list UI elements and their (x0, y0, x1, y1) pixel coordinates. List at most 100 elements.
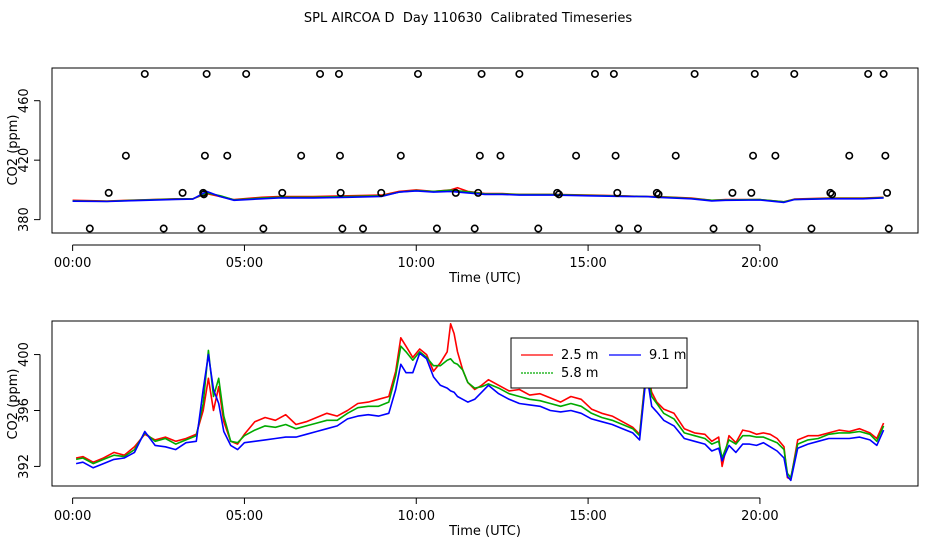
x-tick-label: 10:00 (398, 509, 435, 524)
bottom-plot-frame (51, 320, 919, 487)
data-point-circle (613, 188, 622, 197)
data-point-circle (470, 224, 479, 233)
top-y-axis: 380 420 460 (17, 88, 41, 232)
data-point-circle (534, 224, 543, 233)
data-point-circle (477, 69, 486, 78)
data-point-circle (728, 188, 737, 197)
data-point-circle (745, 224, 754, 233)
data-point-circle (790, 69, 799, 78)
data-point-circle (572, 151, 581, 160)
series-line-9-1-m (72, 190, 884, 204)
top-x-axis: 00:00 05:00 10:00 15:00 20:00 (54, 244, 779, 271)
bottom-y-axis-label: CO2 (ppm) (6, 368, 21, 439)
data-point-circle (828, 190, 837, 199)
data-point-circle (121, 151, 130, 160)
bottom-y-axis: 392 396 400 (17, 342, 41, 479)
data-point-circle (159, 224, 168, 233)
data-point-circle (864, 69, 873, 78)
data-point-circle (297, 151, 306, 160)
data-point-circle (474, 188, 483, 197)
data-point-circle (242, 69, 251, 78)
y-tick-label: 420 (17, 148, 32, 173)
data-point-circle (690, 69, 699, 78)
data-point-circle (359, 224, 368, 233)
data-point-circle (881, 151, 890, 160)
data-point-circle (652, 188, 661, 197)
data-point-circle (396, 151, 405, 160)
data-point-circle (335, 151, 344, 160)
data-point-circle (85, 224, 94, 233)
data-point-circle (451, 188, 460, 197)
data-point-circle (749, 151, 758, 160)
data-point-circle (883, 188, 892, 197)
legend-label-5-8m: 5.8 m (561, 366, 598, 381)
bottom-panel: 00:00 05:00 10:00 15:00 20:00 392 396 400 Time… (6, 320, 919, 539)
top-panel: 00:00 05:00 10:00 15:00 20:00 380 420 460 Time… (6, 67, 919, 286)
y-tick-label: 396 (17, 398, 32, 423)
data-point-circle (879, 69, 888, 78)
data-point-circle (671, 151, 680, 160)
x-tick-label: 15:00 (569, 509, 606, 524)
y-tick-label: 460 (17, 88, 32, 113)
data-point-circle (278, 188, 287, 197)
data-point-circle (496, 151, 505, 160)
top-x-axis-label: Time (UTC) (448, 271, 521, 286)
top-circle-layer (85, 69, 893, 233)
x-tick-label: 00:00 (54, 509, 91, 524)
data-point-circle (611, 151, 620, 160)
legend-label-2-5m: 2.5 m (561, 348, 598, 363)
series-line-5-8-m (75, 345, 885, 479)
data-point-circle (553, 188, 562, 197)
x-tick-label: 15:00 (569, 256, 606, 271)
data-point-circle (140, 69, 149, 78)
data-point-circle (475, 151, 484, 160)
bottom-series-layer (75, 322, 885, 482)
x-tick-label: 00:00 (54, 256, 91, 271)
data-point-circle (202, 69, 211, 78)
x-tick-label: 20:00 (741, 256, 778, 271)
top-y-axis-label: CO2 (ppm) (6, 114, 21, 185)
bottom-x-axis: 00:00 05:00 10:00 15:00 20:00 (54, 497, 779, 524)
data-point-circle (413, 69, 422, 78)
data-point-circle (432, 224, 441, 233)
data-point-circle (709, 224, 718, 233)
data-point-circle (590, 69, 599, 78)
data-point-circle (633, 224, 642, 233)
x-tick-label: 05:00 (226, 509, 263, 524)
data-point-circle (615, 224, 624, 233)
data-point-circle (750, 69, 759, 78)
data-point-circle (771, 151, 780, 160)
data-point-circle (654, 190, 663, 199)
data-point-circle (807, 224, 816, 233)
legend-label-9-1m: 9.1 m (649, 348, 686, 363)
series-line-2-5-m (75, 322, 885, 480)
bottom-x-axis-label: Time (UTC) (448, 524, 521, 539)
data-point-circle (200, 151, 209, 160)
legend-box (510, 337, 688, 389)
data-point-circle (259, 224, 268, 233)
data-point-circle (178, 188, 187, 197)
data-point-circle (338, 224, 347, 233)
data-point-circle (104, 188, 113, 197)
data-point-circle (554, 190, 563, 199)
top-plot-frame (51, 67, 919, 234)
x-tick-label: 20:00 (741, 509, 778, 524)
data-point-circle (197, 224, 206, 233)
legend: 2.5 m 5.8 m 9.1 m (510, 337, 688, 389)
y-tick-label: 380 (17, 207, 32, 232)
data-point-circle (845, 151, 854, 160)
data-point-circle (223, 151, 232, 160)
data-point-circle (515, 69, 524, 78)
data-point-circle (884, 224, 893, 233)
data-point-circle (826, 188, 835, 197)
data-point-circle (336, 188, 345, 197)
data-point-circle (316, 69, 325, 78)
x-tick-label: 05:00 (226, 256, 263, 271)
data-point-circle (609, 69, 618, 78)
top-series-layer (72, 186, 884, 204)
series-line-9-1-m (75, 352, 885, 482)
data-point-circle (747, 188, 756, 197)
data-point-circle (334, 69, 343, 78)
y-tick-label: 392 (17, 454, 32, 479)
